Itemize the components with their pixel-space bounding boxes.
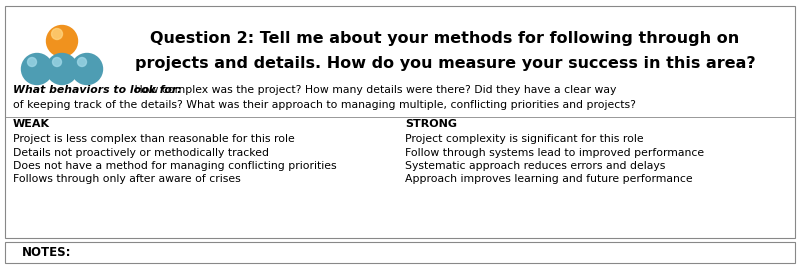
FancyBboxPatch shape bbox=[5, 6, 795, 238]
Text: Question 2: Tell me about your methods for following through on: Question 2: Tell me about your methods f… bbox=[150, 31, 740, 45]
Circle shape bbox=[46, 53, 78, 85]
FancyBboxPatch shape bbox=[5, 242, 795, 263]
Text: What behaviors to look for:: What behaviors to look for: bbox=[13, 85, 182, 95]
Circle shape bbox=[22, 53, 53, 85]
Circle shape bbox=[78, 57, 86, 66]
Text: How complex was the project? How many details were there? Did they have a clear : How complex was the project? How many de… bbox=[131, 85, 616, 95]
Text: Does not have a method for managing conflicting priorities: Does not have a method for managing conf… bbox=[13, 161, 337, 171]
Text: Approach improves learning and future performance: Approach improves learning and future pe… bbox=[405, 174, 693, 185]
Text: Project is less complex than reasonable for this role: Project is less complex than reasonable … bbox=[13, 134, 294, 144]
Text: WEAK: WEAK bbox=[13, 119, 50, 129]
Circle shape bbox=[71, 53, 102, 85]
Text: Follow through systems lead to improved performance: Follow through systems lead to improved … bbox=[405, 148, 704, 157]
Circle shape bbox=[27, 57, 37, 66]
Text: NOTES:: NOTES: bbox=[22, 246, 71, 259]
Circle shape bbox=[53, 57, 62, 66]
Text: Details not proactively or methodically tracked: Details not proactively or methodically … bbox=[13, 148, 269, 157]
Text: Systematic approach reduces errors and delays: Systematic approach reduces errors and d… bbox=[405, 161, 666, 171]
Text: projects and details. How do you measure your success in this area?: projects and details. How do you measure… bbox=[134, 56, 755, 70]
Text: Project complexity is significant for this role: Project complexity is significant for th… bbox=[405, 134, 644, 144]
Text: Follows through only after aware of crises: Follows through only after aware of cris… bbox=[13, 174, 241, 185]
Circle shape bbox=[51, 28, 62, 39]
Circle shape bbox=[46, 26, 78, 56]
Text: of keeping track of the details? What was their approach to managing multiple, c: of keeping track of the details? What wa… bbox=[13, 100, 636, 110]
Text: STRONG: STRONG bbox=[405, 119, 457, 129]
